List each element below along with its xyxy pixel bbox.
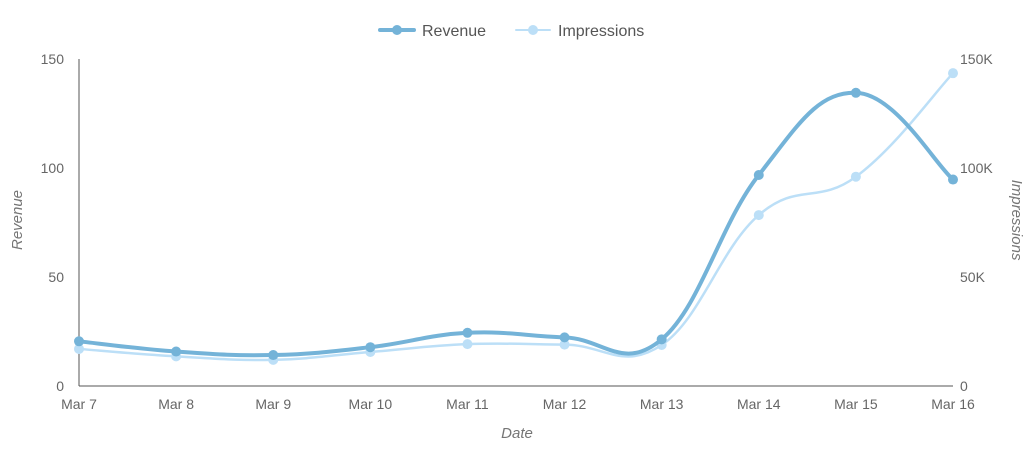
data-point-revenue-mar-8[interactable] xyxy=(171,346,182,357)
legend-item-impressions[interactable]: Impressions xyxy=(515,23,644,40)
data-point-revenue-mar-14[interactable] xyxy=(753,169,764,180)
y2-tick-label-150k: 150K xyxy=(960,51,993,67)
data-point-revenue-mar-11[interactable] xyxy=(462,327,473,338)
data-point-impressions-mar-16[interactable] xyxy=(948,68,958,79)
legend: Revenue Impressions xyxy=(378,23,644,40)
legend-item-revenue[interactable]: Revenue xyxy=(378,23,486,40)
legend-label-impressions: Impressions xyxy=(558,23,644,40)
y-axis-ticks: 0 50 100 150 xyxy=(41,51,65,394)
x-tick-label-mar-8: Mar 8 xyxy=(158,396,194,412)
data-point-revenue-mar-10[interactable] xyxy=(365,342,376,353)
data-point-revenue-mar-7[interactable] xyxy=(74,336,84,347)
data-point-impressions-mar-15[interactable] xyxy=(850,171,861,182)
x-tick-label-mar-16: Mar 16 xyxy=(931,396,975,412)
y2-axis-ticks: 0 50K 100K 150K xyxy=(960,51,993,394)
x-tick-label-mar-12: Mar 12 xyxy=(543,396,587,412)
series-line-revenue xyxy=(77,90,955,358)
y2-tick-label-50k: 50K xyxy=(960,269,986,285)
x-tick-label-mar-14: Mar 14 xyxy=(737,396,781,412)
y-tick-label-150: 150 xyxy=(41,51,65,67)
x-tick-label-mar-10: Mar 10 xyxy=(349,396,393,412)
data-point-impressions-mar-14[interactable] xyxy=(753,210,764,221)
y2-tick-label-100k: 100K xyxy=(960,160,993,176)
y2-axis-title: Impressions xyxy=(1008,180,1024,261)
data-point-impressions-mar-11[interactable] xyxy=(462,339,473,350)
series-impressions xyxy=(74,68,958,365)
legend-marker-impressions xyxy=(528,25,538,35)
y-axis-title: Revenue xyxy=(9,190,26,250)
data-point-revenue-mar-16[interactable] xyxy=(948,174,958,185)
series-layer xyxy=(74,68,958,365)
x-axis-title: Date xyxy=(501,425,533,442)
y-tick-label-0: 0 xyxy=(56,378,64,394)
series-revenue xyxy=(74,87,958,361)
x-tick-label-mar-11: Mar 11 xyxy=(446,396,489,412)
x-tick-label-mar-9: Mar 9 xyxy=(255,396,291,412)
y-tick-label-50: 50 xyxy=(48,269,64,285)
x-tick-label-mar-7: Mar 7 xyxy=(61,396,97,412)
data-point-revenue-mar-12[interactable] xyxy=(559,332,570,343)
series-line-impressions xyxy=(77,71,955,362)
legend-label-revenue: Revenue xyxy=(422,23,486,40)
x-tick-label-mar-13: Mar 13 xyxy=(640,396,684,412)
y-tick-label-100: 100 xyxy=(41,160,65,176)
x-axis-ticks: Mar 7 Mar 8 Mar 9 Mar 10 Mar 11 Mar 12 Mar 13 M… xyxy=(61,396,975,412)
x-tick-label-mar-15: Mar 15 xyxy=(834,396,878,412)
data-point-impressions-mar-12[interactable] xyxy=(559,339,570,350)
y2-tick-label-0: 0 xyxy=(960,378,968,394)
data-point-revenue-mar-15[interactable] xyxy=(850,87,861,98)
legend-marker-revenue xyxy=(392,25,402,35)
data-point-impressions-mar-7[interactable] xyxy=(74,343,84,354)
data-point-revenue-mar-9[interactable] xyxy=(268,350,279,361)
data-point-revenue-mar-13[interactable] xyxy=(656,334,667,345)
